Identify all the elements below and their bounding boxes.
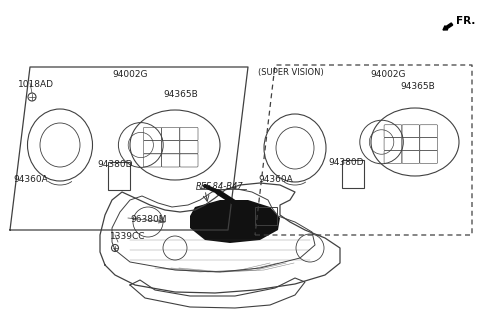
Polygon shape <box>190 200 280 243</box>
Bar <box>255 207 277 225</box>
Text: 94002G: 94002G <box>370 70 406 79</box>
Text: (SUPER VISION): (SUPER VISION) <box>258 68 324 77</box>
Text: 94002G: 94002G <box>112 70 148 79</box>
Text: 94380D: 94380D <box>328 158 363 167</box>
Text: 1018AD: 1018AD <box>18 80 54 89</box>
Text: 1339CC: 1339CC <box>110 232 145 241</box>
Text: 94365B: 94365B <box>163 90 198 99</box>
Text: 94365B: 94365B <box>400 82 435 91</box>
FancyArrow shape <box>443 23 453 30</box>
Text: 94380D: 94380D <box>97 160 132 169</box>
Text: REF.84-B47: REF.84-B47 <box>196 182 244 191</box>
Text: 96380M: 96380M <box>130 215 167 224</box>
Bar <box>342 160 364 188</box>
Text: FR.: FR. <box>456 16 475 26</box>
Text: 94360A: 94360A <box>13 175 48 184</box>
Text: 94360A: 94360A <box>258 175 293 184</box>
Bar <box>108 162 130 190</box>
